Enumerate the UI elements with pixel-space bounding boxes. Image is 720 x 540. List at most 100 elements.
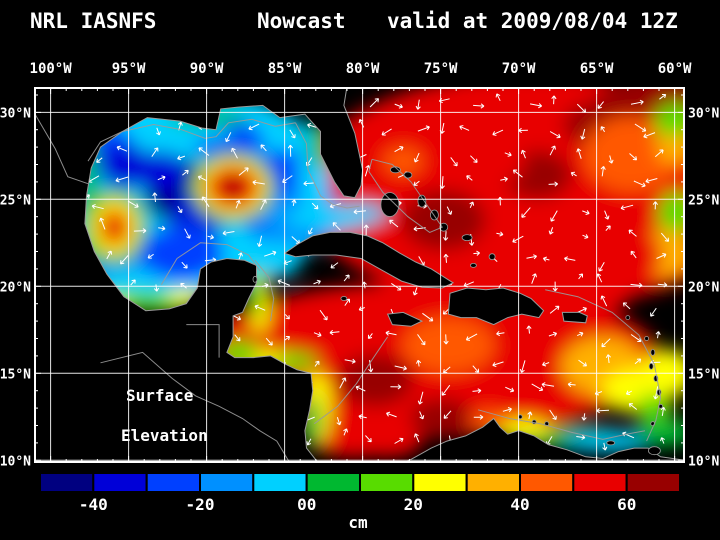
colorbar-unit-label: cm xyxy=(348,513,368,532)
current-vector-arrow xyxy=(650,307,657,317)
current-vector-arrow xyxy=(459,125,470,131)
current-vector-arrow xyxy=(622,302,631,310)
land-polygon-cuba xyxy=(283,231,455,289)
current-vector-arrow xyxy=(339,377,347,389)
current-vector-arrow xyxy=(153,284,160,292)
axis-label-top: 60°W xyxy=(658,61,692,77)
elevation-label: Elevation xyxy=(121,426,208,445)
current-vector-arrow xyxy=(630,250,637,259)
current-vector-arrow xyxy=(504,151,512,157)
island xyxy=(648,446,661,456)
current-vector-arrow xyxy=(390,384,402,390)
current-vector-arrow xyxy=(630,99,644,105)
colorbar-cell xyxy=(465,472,522,493)
current-vector-arrow xyxy=(96,157,103,163)
colorbar-cell xyxy=(305,472,362,493)
current-vector-arrow xyxy=(541,382,555,388)
title-model: NRL IASNFS xyxy=(30,9,156,33)
current-vector-arrow xyxy=(549,131,561,139)
axis-label-top: 70°W xyxy=(502,61,536,77)
current-vector-arrow xyxy=(473,103,485,109)
current-vector-arrow xyxy=(654,149,664,158)
current-vector-arrow xyxy=(417,334,426,346)
current-vector-arrow xyxy=(252,179,265,186)
current-vector-arrow xyxy=(505,386,515,393)
colorbar-cell xyxy=(252,472,308,493)
island xyxy=(648,362,654,370)
colorbar-cell xyxy=(92,472,148,493)
current-vector-arrow xyxy=(277,279,290,286)
current-vector-arrow xyxy=(496,330,505,337)
current-vector-arrow xyxy=(496,231,504,237)
current-vector-arrow xyxy=(332,222,341,231)
colorbar-cell xyxy=(145,472,201,493)
current-vector-arrow xyxy=(531,273,537,284)
current-vector-arrow xyxy=(442,366,451,374)
bathymetry-contour xyxy=(295,122,360,209)
current-vector-arrow xyxy=(385,330,397,336)
current-vector-arrow xyxy=(531,383,544,392)
current-vector-arrow xyxy=(177,155,186,161)
current-vector-arrow xyxy=(550,210,558,222)
current-vector-arrow xyxy=(564,256,576,262)
current-vector-arrow xyxy=(605,354,611,364)
current-vector-arrow xyxy=(257,235,263,247)
island xyxy=(606,440,616,446)
current-vector-arrow xyxy=(343,428,349,436)
land-mask-layer xyxy=(35,88,684,462)
colorbar-cell xyxy=(359,472,415,493)
current-vector-arrow xyxy=(548,331,558,337)
current-vector-arrow xyxy=(248,123,260,131)
axis-label-right: 30°N xyxy=(688,106,719,121)
current-vector-arrow xyxy=(551,95,557,105)
current-vector-arrow xyxy=(542,256,550,262)
current-vector-arrow xyxy=(120,255,129,265)
current-vector-arrow xyxy=(419,411,425,420)
current-vector-arrow xyxy=(597,101,604,109)
current-vector-arrow xyxy=(287,144,293,157)
colorbar-tick-label: 60 xyxy=(617,495,636,514)
current-vector-arrow xyxy=(184,228,191,239)
current-vector-arrow xyxy=(548,227,554,235)
field-blob xyxy=(325,292,406,337)
axis-label-top: 65°W xyxy=(580,61,614,77)
current-vector-arrow xyxy=(443,253,449,263)
island xyxy=(644,336,649,341)
current-vector-arrow xyxy=(465,333,478,341)
current-vector-arrow xyxy=(549,305,560,314)
current-vector-arrow xyxy=(570,171,577,177)
island xyxy=(380,192,400,217)
current-vector-arrow xyxy=(207,234,215,240)
island xyxy=(461,234,473,242)
current-vector-arrow xyxy=(526,325,532,334)
colorbar-tick-label: 20 xyxy=(404,495,423,514)
current-vector-arrow xyxy=(660,437,665,444)
current-vector-arrow xyxy=(386,411,397,418)
current-vector-arrow xyxy=(450,157,458,167)
surface-label: Surface xyxy=(126,386,193,405)
island xyxy=(488,253,496,261)
colorbar-tick-label: 40 xyxy=(510,495,529,514)
current-vector-arrow xyxy=(412,287,418,296)
current-vector-arrow xyxy=(653,386,659,400)
colorbar-cell xyxy=(519,472,575,493)
current-vector-arrow xyxy=(512,235,524,243)
axis-label-top: 75°W xyxy=(424,61,458,77)
axis-label-left: 15°N xyxy=(0,367,31,382)
current-vector-arrow xyxy=(343,274,350,282)
current-vector-arrow xyxy=(645,178,658,184)
current-vector-arrow xyxy=(369,98,380,108)
island xyxy=(403,171,413,179)
current-vector-arrow xyxy=(655,331,661,339)
current-vector-arrow xyxy=(659,93,667,100)
current-vector-arrow xyxy=(500,176,508,182)
current-vector-arrow xyxy=(151,147,159,157)
current-vector-arrow xyxy=(127,200,139,208)
field-blob xyxy=(110,222,119,235)
field-blob xyxy=(222,178,245,197)
current-vector-arrow xyxy=(519,360,526,373)
current-vector-arrow xyxy=(311,202,319,210)
current-vector-arrow xyxy=(512,169,523,178)
current-vector-arrow xyxy=(260,199,267,210)
current-vector-arrow xyxy=(521,207,531,218)
